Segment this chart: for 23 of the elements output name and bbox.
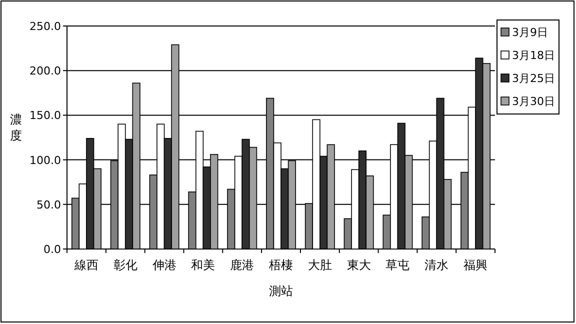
x-tick-label: 線西 xyxy=(73,258,98,272)
x-tick-label: 草屯 xyxy=(386,258,410,272)
x-tick-label: 彰化 xyxy=(113,258,138,272)
y-tick-label: 150.0 xyxy=(30,109,61,122)
y-tick-label: 0.0 xyxy=(44,243,61,256)
x-tick-label: 伸港 xyxy=(151,258,176,272)
x-tick-label: 福興 xyxy=(464,258,488,272)
x-tick-label: 東大 xyxy=(346,258,371,272)
x-tick-label: 大肚 xyxy=(308,258,332,272)
x-axis-title: 測站 xyxy=(269,284,293,298)
y-axis-title: 濃度 xyxy=(10,112,22,142)
y-tick-label: 250.0 xyxy=(30,20,61,33)
legend-label: 3月9日 xyxy=(512,26,548,39)
legend-label: 3月30日 xyxy=(512,95,555,108)
y-tick-label: 50.0 xyxy=(36,198,61,212)
y-tick-label: 100.0 xyxy=(30,154,61,167)
x-tick-label: 和美 xyxy=(191,258,216,272)
x-tick-label: 清水 xyxy=(424,258,449,272)
x-tick-label: 鹿港 xyxy=(230,258,254,272)
y-tick-label: 200.0 xyxy=(30,64,61,78)
x-tick-label: 梧棲 xyxy=(268,258,293,272)
legend-label: 3月18日 xyxy=(512,49,555,62)
legend-label: 3月25日 xyxy=(512,72,555,85)
